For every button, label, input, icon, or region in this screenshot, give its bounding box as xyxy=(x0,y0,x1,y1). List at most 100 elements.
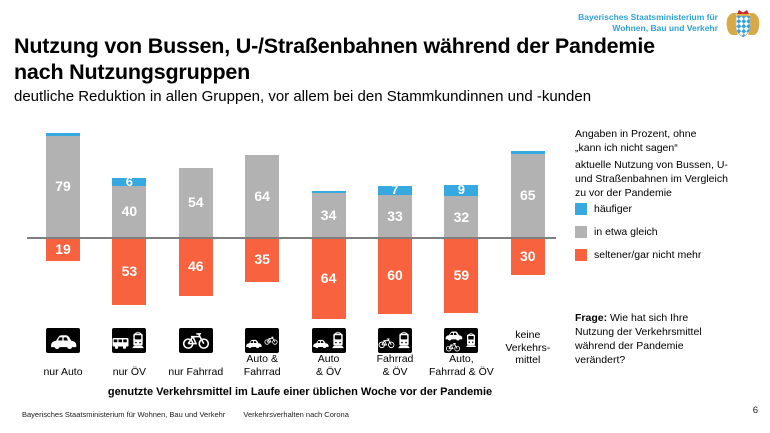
bar-value-haeufiger: 7 xyxy=(391,182,399,198)
bar-segment-gleich xyxy=(178,167,213,237)
legend-swatch-seltener xyxy=(575,249,587,261)
footer: Bayerisches Staatsministerium für Wohnen… xyxy=(22,410,365,419)
bar-value-gleich: 40 xyxy=(121,203,138,220)
note-context: aktuelle Nutzung von Bussen, U- und Stra… xyxy=(575,159,728,199)
survey-question-text: Wie hat sich Ihre Nutzung der Verkehrsmi… xyxy=(575,312,702,366)
bar-value-seltener: 64 xyxy=(320,269,337,286)
car-icon xyxy=(246,339,262,349)
bike-icon xyxy=(378,338,395,349)
car-icon xyxy=(51,335,77,349)
bar-value-seltener: 53 xyxy=(121,262,138,279)
bar-segment-haeufiger xyxy=(444,184,479,197)
bar-value-haeufiger: 6 xyxy=(125,173,133,189)
legend-swatch-haeufiger xyxy=(575,203,587,215)
transport-icon-box xyxy=(46,328,80,353)
bar-segment-gleich xyxy=(510,153,545,237)
transport-icon-box xyxy=(178,328,213,353)
bar-value-gleich: 64 xyxy=(254,188,270,205)
bar-segment-haeufiger xyxy=(112,178,147,186)
bar-value-gleich: 33 xyxy=(387,207,403,224)
ministry-name: Bayerisches Staatsministerium für Wohnen… xyxy=(578,9,718,35)
bar-segment-seltener xyxy=(245,237,280,282)
transport-icon-box xyxy=(245,328,280,353)
bar-segment-gleich xyxy=(46,135,80,237)
bar-segment-haeufiger xyxy=(311,190,346,194)
bar-value-seltener: 19 xyxy=(55,241,71,258)
car-icon xyxy=(446,331,463,341)
category-label: Auto & Fahrrad xyxy=(243,353,281,378)
bavaria-coat-of-arms-icon xyxy=(726,10,760,38)
category-label: nur Auto xyxy=(43,365,83,378)
chart-legend: häufiger in etwa gleich seltener/gar nicht… xyxy=(575,203,701,272)
bike-icon xyxy=(264,336,278,345)
zero-axis-line xyxy=(27,237,556,239)
category-label: Fahrrad & ÖV xyxy=(376,353,414,378)
legend-label-gleich: in etwa gleich xyxy=(594,226,658,238)
tram-icon xyxy=(398,331,410,349)
bar-value-seltener: 35 xyxy=(254,251,270,268)
bar-value-gleich: 65 xyxy=(520,187,536,204)
bar-value-seltener: 59 xyxy=(453,266,470,283)
bar-value-seltener: 46 xyxy=(188,258,204,275)
bike-icon xyxy=(446,343,461,352)
category-label: Auto & ÖV xyxy=(316,353,342,378)
bar-value-gleich: 54 xyxy=(188,194,204,211)
survey-question: Frage: Wie hat sich Ihre Nutzung der Ver… xyxy=(575,311,727,367)
bar-value-gleich: 32 xyxy=(453,208,470,225)
category-label: Auto, Fahrrad & ÖV xyxy=(429,353,494,378)
bar-segment-seltener xyxy=(112,237,147,305)
legend-label-seltener: seltener/gar nicht mehr xyxy=(594,249,702,261)
ministry-name-line1: Bayerisches Staatsministerium für xyxy=(578,12,718,22)
survey-question-label: Frage: xyxy=(575,312,608,324)
transport-icon-box xyxy=(378,328,412,353)
bar-segment-gleich xyxy=(112,185,147,237)
bar-segment-seltener xyxy=(46,237,80,262)
category-label: nur ÖV xyxy=(112,365,147,378)
page-title-line2: nach Nutzungsgruppen xyxy=(14,60,251,85)
legend-item-haeufiger: häufiger xyxy=(575,203,701,215)
transport-icon-box xyxy=(112,328,147,353)
page-number: 6 xyxy=(752,405,758,416)
bar-value-gleich: 79 xyxy=(55,178,71,195)
bar-value-haeufiger: 9 xyxy=(457,182,465,198)
bar-segment-seltener xyxy=(311,237,346,319)
legend-item-seltener: seltener/gar nicht mehr xyxy=(575,249,701,261)
note-percent: Angaben in Prozent, ohne „kann ich nicht… xyxy=(575,128,697,154)
bar-segment-seltener xyxy=(444,237,479,313)
car-icon xyxy=(312,339,329,349)
tram-icon xyxy=(331,331,344,349)
page-title: Nutzung von Bussen, U-/Straßenbahnen wäh… xyxy=(14,33,754,85)
bar-segment-haeufiger xyxy=(378,185,412,195)
ministry-brand: Bayerisches Staatsministerium für Wohnen… xyxy=(578,9,762,38)
tram-icon xyxy=(466,332,477,347)
legend-swatch-gleich xyxy=(575,226,587,238)
bar-segment-seltener xyxy=(178,237,213,296)
page-subtitle: deutliche Reduktion in allen Gruppen, vo… xyxy=(14,88,592,105)
bar-segment-haeufiger xyxy=(510,151,545,154)
category-label: nur Fahrrad xyxy=(168,365,224,378)
bar-segment-gleich xyxy=(378,194,412,237)
bar-value-seltener: 30 xyxy=(520,248,536,265)
bar-segment-gleich xyxy=(245,155,280,237)
bus-icon xyxy=(112,338,129,349)
x-axis-label: genutzte Verkehrsmittel im Laufe einer ü… xyxy=(107,386,493,398)
footer-topic: Verkehrsverhalten nach Corona xyxy=(243,410,349,419)
transport-icon-box xyxy=(311,328,346,353)
bar-value-seltener: 60 xyxy=(387,267,403,284)
transport-icon-box xyxy=(444,328,479,353)
bar-segment-seltener xyxy=(510,237,545,276)
bar-segment-haeufiger xyxy=(46,133,80,136)
category-label: keine Verkehrs-mittel xyxy=(505,329,551,366)
ministry-name-line2: Wohnen, Bau und Verkehr xyxy=(612,23,718,34)
bar-segment-gleich xyxy=(311,193,346,237)
bar-segment-seltener xyxy=(378,237,412,314)
page-title-line1: Nutzung von Bussen, U-/Straßenbahnen wäh… xyxy=(14,34,655,58)
bar-segment-gleich xyxy=(444,196,479,237)
bike-icon xyxy=(182,333,209,349)
footer-ministry: Bayerisches Staatsministerium für Wohnen… xyxy=(22,410,226,419)
bar-value-gleich: 34 xyxy=(320,207,337,224)
legend-label-haeufiger: häufiger xyxy=(594,203,632,215)
tram-icon xyxy=(132,331,145,349)
